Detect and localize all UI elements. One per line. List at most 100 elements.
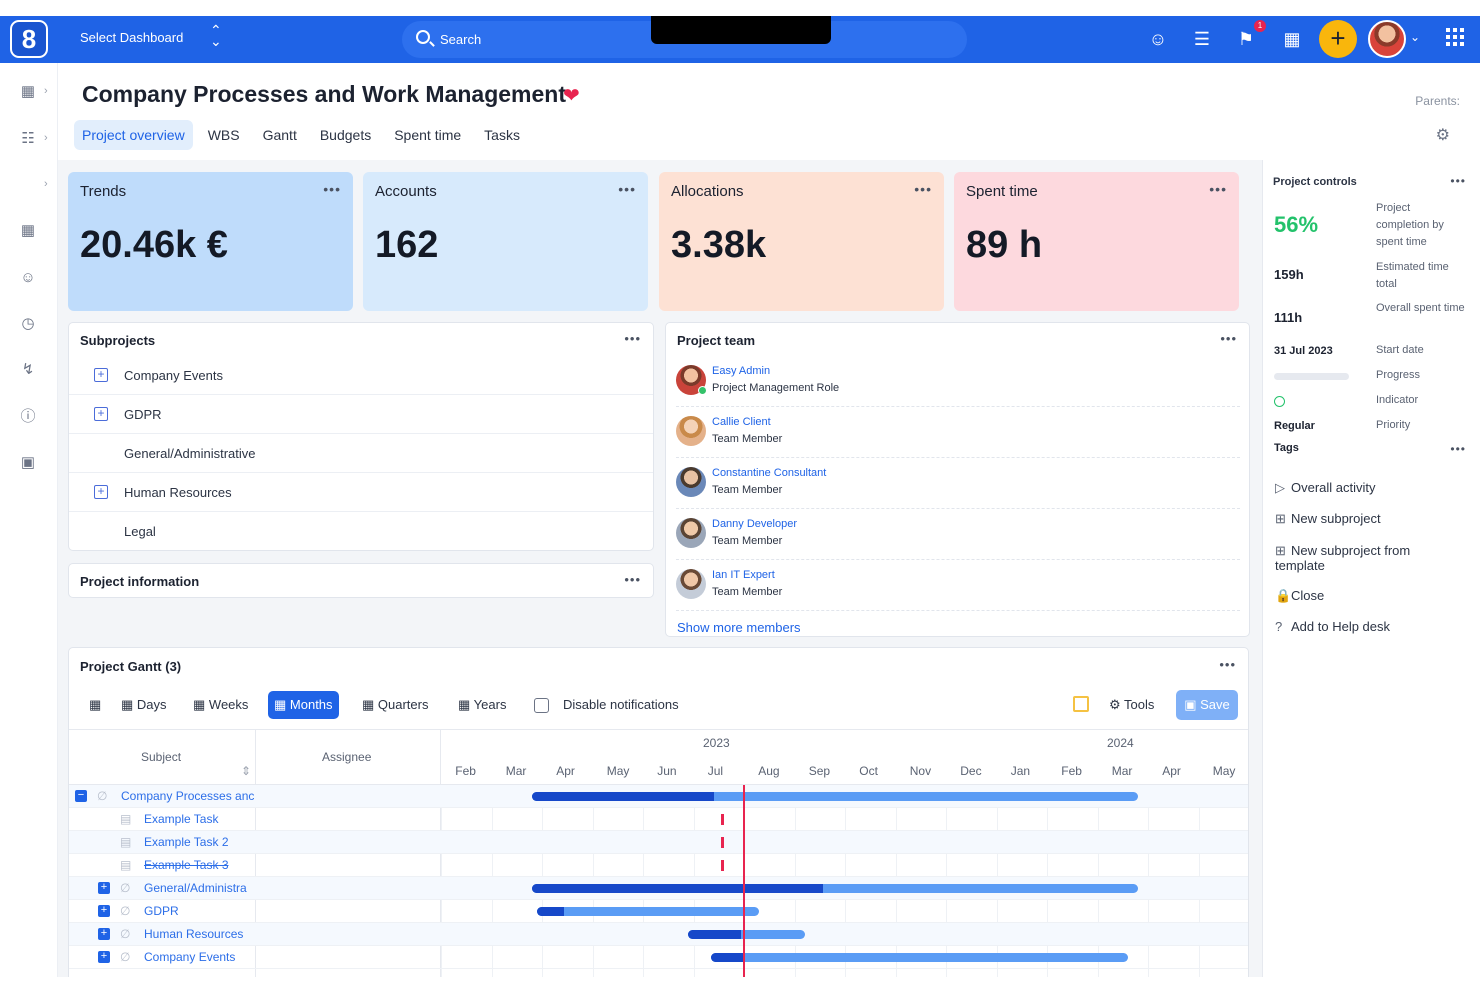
team-member-row[interactable]: Ian IT Expert Team Member [676, 560, 1240, 611]
tab-gantt[interactable]: Gantt [262, 127, 297, 143]
zoom-quarters-button[interactable]: ▦ Quarters [362, 697, 429, 712]
gantt-row[interactable]: ▤ Example Task 2 [69, 831, 1248, 854]
dashboard-select[interactable]: Select Dashboard [80, 30, 184, 45]
team-member-row[interactable]: Callie Client Team Member [676, 407, 1240, 458]
more-icon[interactable]: ••• [323, 181, 341, 197]
app-logo[interactable]: 8 [10, 20, 48, 58]
flag-icon[interactable]: ⚑ [1237, 29, 1255, 49]
gantt-row[interactable]: + ∅ Company Events [69, 946, 1248, 969]
subproject-row[interactable]: + Human Resources [69, 473, 653, 512]
collapse-icon[interactable]: − [75, 790, 87, 802]
team-member-row[interactable]: Constantine Consultant Team Member [676, 458, 1240, 509]
subject-column-header[interactable]: Subject [141, 750, 182, 764]
zoom-months-button[interactable]: ▦ Months [268, 691, 339, 719]
gantt-milestone-mark[interactable] [721, 837, 725, 848]
subproject-label[interactable]: GDPR [124, 407, 162, 422]
more-icon[interactable]: ••• [624, 572, 641, 587]
gantt-item-link[interactable]: Example Task 2 [144, 835, 229, 849]
gantt-item-link[interactable]: General/Administra [144, 881, 247, 895]
expand-plus-icon[interactable]: + [94, 368, 108, 382]
more-icon[interactable]: ••• [624, 331, 641, 346]
gantt-row[interactable]: ▤ Example Task [69, 808, 1248, 831]
user-icon[interactable]: ☺ [20, 269, 36, 286]
zoom-weeks-button[interactable]: ▦ Weeks [193, 697, 249, 712]
tab-budgets[interactable]: Budgets [319, 127, 372, 143]
gantt-item-link[interactable]: Example Task [144, 812, 219, 826]
chevron-updown-icon[interactable]: ⌃ ⌄ [210, 22, 222, 49]
kpi-card-trends[interactable]: Trends ••• 20.46k € [68, 172, 353, 311]
member-name-link[interactable]: Danny Developer [712, 518, 797, 530]
tab-project-overview[interactable]: Project overview [74, 120, 193, 150]
member-name-link[interactable]: Easy Admin [712, 365, 771, 377]
gantt-bar[interactable] [536, 907, 760, 916]
lightning-icon[interactable]: ↯ [21, 361, 35, 378]
gantt-row[interactable]: + ∅ General/Administra [69, 877, 1248, 900]
more-icon[interactable]: ••• [1220, 331, 1237, 346]
tab-spent-time[interactable]: Spent time [394, 127, 462, 143]
member-name-link[interactable]: Ian IT Expert [712, 569, 775, 581]
member-name-link[interactable]: Callie Client [712, 416, 771, 428]
subproject-label[interactable]: Human Resources [124, 485, 232, 500]
member-avatar[interactable] [676, 416, 706, 446]
gantt-row[interactable]: + ∅ GDPR [69, 900, 1248, 923]
more-icon[interactable]: ••• [914, 181, 932, 197]
chevron-right-icon[interactable]: › [44, 132, 48, 144]
calendar-icon[interactable]: ▦ [20, 222, 36, 239]
controls-action-item[interactable]: ? Add to Help desk [1275, 619, 1390, 634]
more-icon[interactable]: ••• [1450, 442, 1466, 456]
dashboard-icon[interactable]: ▦ [20, 83, 36, 100]
gantt-item-link[interactable]: Example Task 3 [144, 858, 229, 872]
task-list-icon[interactable]: ☰ [1193, 29, 1211, 49]
subproject-row[interactable]: General/Administrative [69, 434, 653, 473]
controls-action-item[interactable]: ▷ Overall activity [1275, 480, 1376, 496]
expand-icon[interactable]: + [98, 928, 110, 940]
subproject-label[interactable]: General/Administrative [124, 446, 256, 461]
gantt-milestone-mark[interactable] [721, 814, 725, 825]
show-more-members-link[interactable]: Show more members [677, 620, 801, 635]
settings-filter-icon[interactable]: ⚙ [1435, 127, 1450, 144]
disable-notifications-checkbox[interactable] [534, 698, 549, 713]
kpi-card-spent-time[interactable]: Spent time ••• 89 h [954, 172, 1239, 311]
expand-plus-icon[interactable]: + [94, 407, 108, 421]
gantt-bar[interactable] [531, 792, 1138, 801]
kpi-card-allocations[interactable]: Allocations ••• 3.38k [659, 172, 944, 311]
gantt-bar[interactable] [531, 884, 1138, 893]
subproject-row[interactable]: + GDPR [69, 395, 653, 434]
subproject-row[interactable]: + Company Events [69, 356, 653, 395]
assignee-column-header[interactable]: Assignee [322, 750, 372, 764]
chevron-down-icon[interactable]: ⌄ [1410, 30, 1421, 44]
inbox-icon[interactable]: ▣ [20, 454, 36, 471]
subproject-row[interactable]: Legal [69, 512, 653, 551]
sort-icon[interactable]: ⇕ [241, 764, 252, 778]
member-name-link[interactable]: Constantine Consultant [712, 467, 827, 479]
tab-wbs[interactable]: WBS [207, 127, 240, 143]
member-avatar[interactable] [676, 569, 706, 599]
tab-tasks[interactable]: Tasks [484, 127, 520, 143]
team-member-row[interactable]: Easy Admin Project Management Role [676, 356, 1240, 407]
user-icon[interactable]: ☺ [1148, 29, 1168, 49]
user-avatar[interactable] [1368, 20, 1406, 58]
search-input[interactable]: Search [440, 32, 482, 47]
more-icon[interactable]: ••• [1450, 174, 1466, 188]
gantt-item-link[interactable]: Company Events [144, 950, 236, 964]
add-button[interactable]: + [1319, 20, 1357, 58]
kpi-card-accounts[interactable]: Accounts ••• 162 [363, 172, 648, 311]
legend-icon[interactable] [1073, 696, 1089, 712]
zoom-years-button[interactable]: ▦ Years [458, 697, 507, 712]
gantt-item-link[interactable]: GDPR [144, 904, 179, 918]
expand-icon[interactable]: + [98, 951, 110, 963]
zoom-days-button[interactable]: ▦ Days [121, 697, 167, 712]
controls-action-item[interactable]: ⊞ New subproject [1275, 511, 1381, 527]
disable-notifications-label[interactable]: Disable notifications [563, 697, 679, 712]
clock-icon[interactable]: ◷ [21, 315, 35, 332]
controls-action-item[interactable]: ⊞ New subproject from template [1275, 543, 1455, 573]
gantt-milestone-mark[interactable] [721, 860, 725, 871]
expand-plus-icon[interactable]: + [94, 485, 108, 499]
member-avatar[interactable] [676, 467, 706, 497]
calendar-icon[interactable]: ▦ [89, 697, 102, 712]
apps-grid-icon[interactable] [1446, 28, 1464, 46]
expand-icon[interactable]: + [98, 905, 110, 917]
save-button[interactable]: ▣ Save [1176, 690, 1238, 720]
subproject-label[interactable]: Company Events [124, 368, 223, 383]
projects-tree-icon[interactable]: ☷ [21, 130, 35, 147]
